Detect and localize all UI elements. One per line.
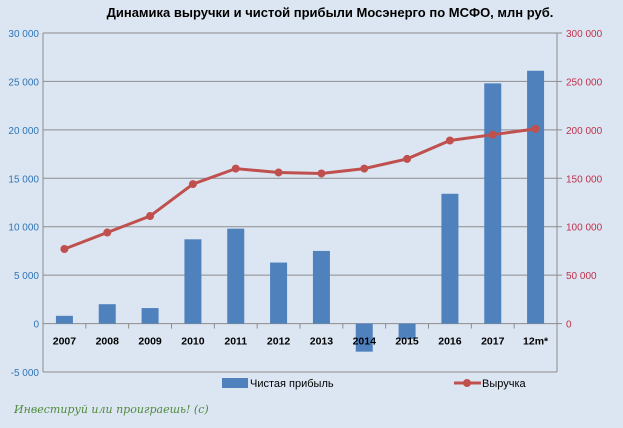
revenue-point bbox=[188, 180, 197, 189]
x-tick-label: 2012 bbox=[267, 336, 291, 348]
revenue-point bbox=[403, 154, 412, 163]
bar bbox=[270, 262, 288, 324]
right-tick-label: 0 bbox=[566, 320, 572, 331]
x-axis: 2007 2008 2009 2010 2011 2012 2013 2014 2015 2016… bbox=[53, 336, 549, 348]
left-tick-label: 30 000 bbox=[8, 29, 39, 40]
revenue-point bbox=[146, 212, 155, 221]
bar-series bbox=[55, 70, 545, 352]
right-tick-label: 100 000 bbox=[566, 223, 603, 234]
bar bbox=[98, 304, 116, 324]
x-tick-label: 2017 bbox=[481, 336, 505, 348]
x-tick-label: 2009 bbox=[138, 336, 162, 348]
gridlines bbox=[42, 32, 562, 373]
x-tick-label: 12m* bbox=[523, 336, 549, 348]
line-series bbox=[60, 124, 540, 253]
revenue-point bbox=[317, 169, 326, 178]
left-axis: 30 000 25 000 20 000 15 000 10 000 5 000 0 -5 0… bbox=[8, 29, 39, 379]
legend-label-revenue: Выручка bbox=[482, 378, 527, 390]
bar bbox=[227, 228, 245, 324]
bar bbox=[441, 193, 459, 324]
left-tick-label: 10 000 bbox=[8, 223, 39, 234]
revenue-point bbox=[231, 164, 240, 173]
x-tick-label: 2016 bbox=[438, 336, 462, 348]
legend-swatch-profit bbox=[222, 378, 248, 388]
revenue-point bbox=[103, 228, 112, 237]
chart-title: Динамика выручки и чистой прибыли Мосэне… bbox=[107, 5, 554, 20]
right-tick-label: 150 000 bbox=[566, 174, 603, 185]
revenue-line bbox=[63, 127, 536, 251]
x-tick-label: 2011 bbox=[224, 336, 247, 348]
legend: Чистая прибыль Выручка bbox=[222, 378, 527, 390]
x-tick-label: 2007 bbox=[53, 336, 77, 348]
left-tick-label: 0 bbox=[33, 320, 39, 331]
right-tick-label: 200 000 bbox=[566, 126, 603, 137]
revenue-point bbox=[274, 168, 283, 177]
watermark: Инвестируй или проиграешь! (с) bbox=[13, 403, 209, 416]
x-tick-label: 2008 bbox=[96, 336, 120, 348]
bar bbox=[184, 239, 202, 324]
bar bbox=[312, 250, 330, 324]
right-tick-label: 300 000 bbox=[566, 29, 603, 40]
left-tick-label: -5 000 bbox=[11, 368, 40, 379]
right-axis: 300 000 250 000 200 000 150 000 100 000 50 00… bbox=[566, 29, 603, 331]
right-tick-label: 250 000 bbox=[566, 77, 603, 88]
bar bbox=[484, 83, 502, 324]
x-tick-label: 2015 bbox=[395, 336, 419, 348]
bar bbox=[527, 70, 545, 324]
left-tick-label: 15 000 bbox=[8, 174, 39, 185]
x-tick-label: 2013 bbox=[310, 336, 334, 348]
legend-marker-revenue bbox=[463, 379, 471, 387]
left-tick-label: 20 000 bbox=[8, 126, 39, 137]
legend-label-profit: Чистая прибыль bbox=[250, 378, 334, 390]
bar bbox=[398, 323, 416, 340]
right-tick-label: 50 000 bbox=[566, 271, 597, 282]
revenue-point bbox=[488, 130, 497, 139]
revenue-point bbox=[360, 164, 369, 173]
bar bbox=[141, 308, 159, 324]
left-tick-label: 5 000 bbox=[14, 271, 39, 282]
revenue-point bbox=[445, 136, 454, 145]
left-tick-label: 25 000 bbox=[8, 77, 39, 88]
bar bbox=[55, 315, 73, 324]
x-tick-label: 2014 bbox=[353, 336, 377, 348]
revenue-point bbox=[531, 124, 540, 133]
bar bbox=[355, 323, 373, 352]
revenue-point bbox=[60, 244, 69, 253]
x-tick-label: 2010 bbox=[181, 336, 205, 348]
